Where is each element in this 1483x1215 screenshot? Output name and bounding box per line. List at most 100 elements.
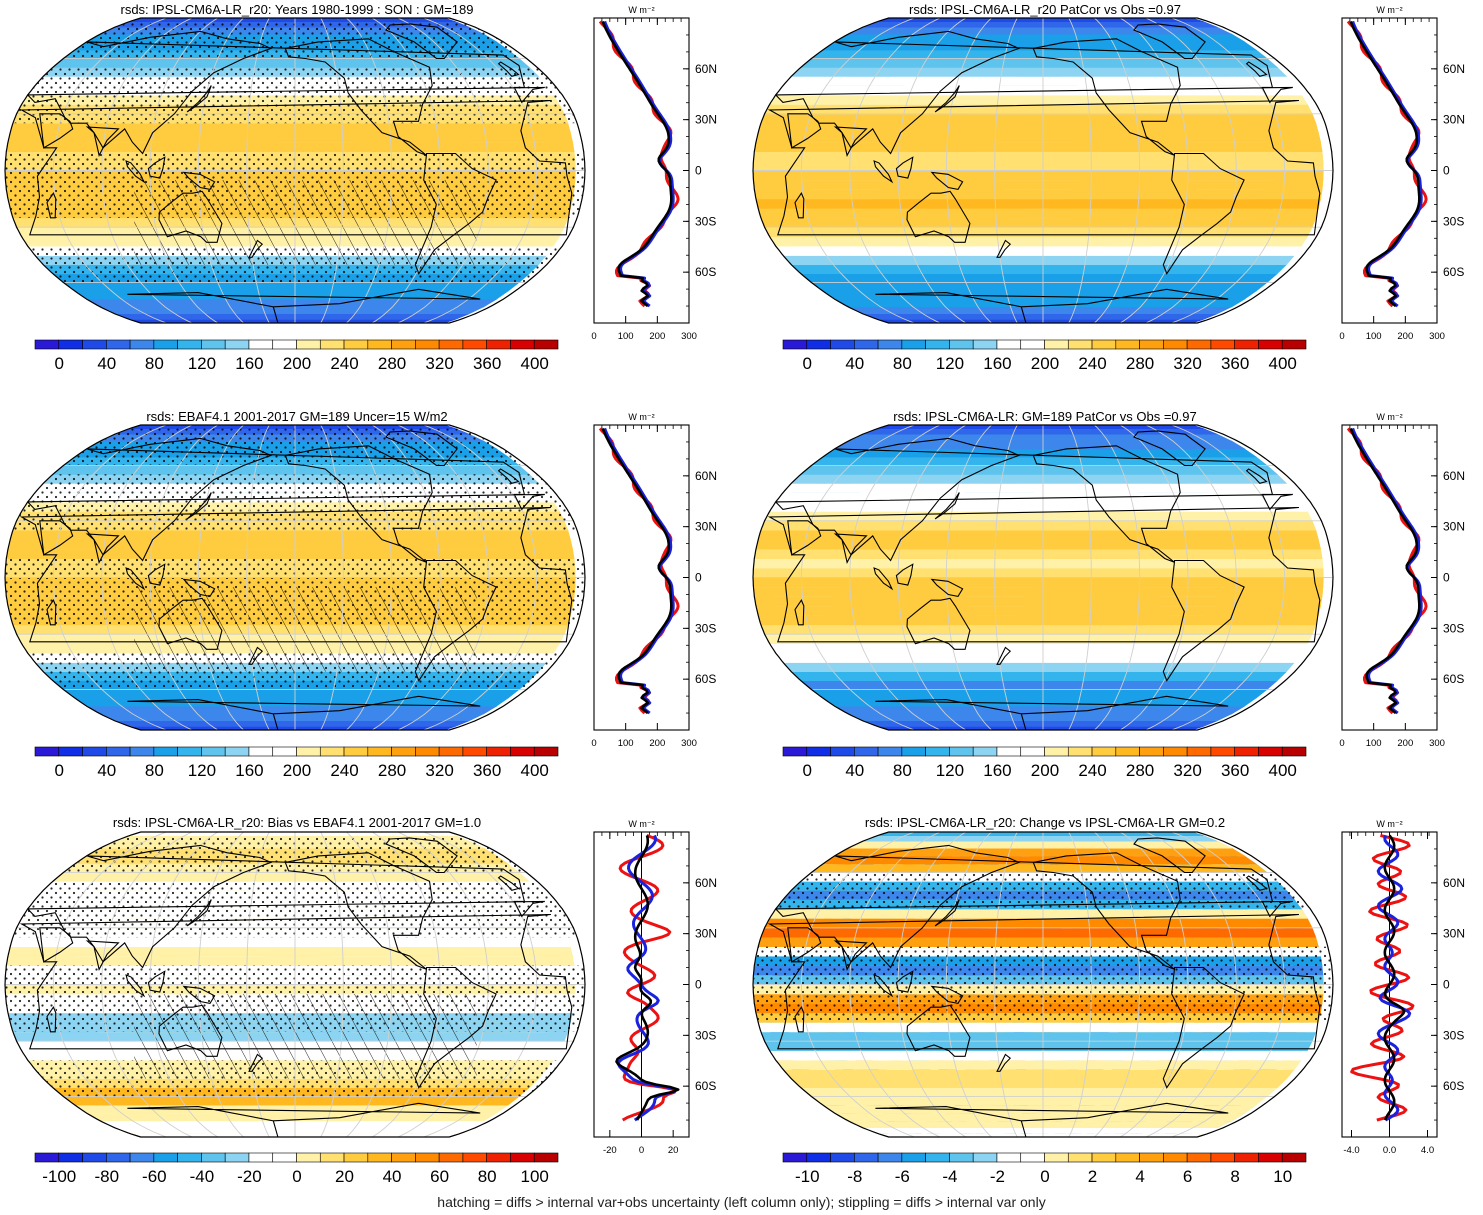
panel-sim-patcor: rsds: IPSL-CM6A-LR_r20 PatCor vs Obs =0.… xyxy=(752,2,1465,373)
colorbar-swatch xyxy=(1020,339,1045,350)
field-cell xyxy=(821,290,1257,300)
x-tick-label: 0 xyxy=(591,331,596,342)
colorbar-swatch xyxy=(34,339,60,350)
colorbar-swatch xyxy=(1163,339,1188,350)
lat-tick-label: 30N xyxy=(1443,113,1465,127)
colorbar-swatch xyxy=(1258,339,1283,350)
lat-tick-label: 30S xyxy=(695,214,716,228)
field-cell xyxy=(62,689,520,699)
panel-obs-climatology: rsds: EBAF4.1 2001-2017 GM=189 Uncer=15 … xyxy=(4,409,717,780)
colorbar-swatch xyxy=(343,339,369,350)
colorbar-label: 320 xyxy=(1173,354,1201,373)
colorbar-swatch xyxy=(782,339,808,350)
colorbar-swatch xyxy=(996,339,1022,350)
field-cell xyxy=(7,132,573,143)
colorbar-swatch xyxy=(58,339,83,350)
field-cell xyxy=(99,713,484,722)
field-cell xyxy=(52,58,530,68)
colorbar-swatch xyxy=(177,339,202,350)
colorbar-label: 320 xyxy=(425,354,453,373)
colorbar-swatch xyxy=(296,339,321,350)
robinson-map xyxy=(4,424,586,731)
colorbar-swatch xyxy=(1044,339,1069,350)
colorbar-swatch xyxy=(1139,339,1164,350)
field-cell xyxy=(753,151,1324,162)
x-tick-label: 200 xyxy=(649,331,665,342)
panel-title: rsds: EBAF4.1 2001-2017 GM=189 Uncer=15 … xyxy=(146,409,447,424)
field-cell xyxy=(847,306,1232,315)
colorbar-swatch xyxy=(106,339,131,350)
field-cell xyxy=(790,264,1288,275)
x-tick-label: 0 xyxy=(1339,331,1344,342)
units-label: W m⁻² xyxy=(1376,5,1402,15)
field-cell xyxy=(73,697,509,707)
colorbar-label: 240 xyxy=(330,354,358,373)
colorbar-label: 160 xyxy=(983,354,1011,373)
colorbar-swatch xyxy=(877,339,903,350)
colorbar-swatch xyxy=(1186,339,1212,350)
lat-tick-label: 60S xyxy=(695,265,716,279)
colorbar-swatch xyxy=(319,339,345,350)
field-cell xyxy=(753,141,1323,152)
colorbar-label: 0 xyxy=(55,354,64,373)
colorbar-swatch xyxy=(272,339,297,350)
field-cell xyxy=(753,170,1324,181)
colorbar-swatch xyxy=(391,339,416,350)
colorbar-label: 120 xyxy=(936,354,964,373)
colorbar-swatch xyxy=(510,339,535,350)
field-cell xyxy=(769,236,1308,247)
robinson-map xyxy=(752,17,1334,324)
field-cell xyxy=(73,290,509,300)
panel-sim-climatology: rsds: IPSL-CM6A-LR_r20: Years 1980-1999 … xyxy=(4,2,717,373)
robinson-map xyxy=(4,17,586,324)
colorbar-swatch xyxy=(153,339,178,350)
colorbar-swatch xyxy=(1115,339,1140,350)
colorbar-swatch xyxy=(1234,339,1259,350)
field-cell xyxy=(769,94,1308,105)
colorbar-label: 40 xyxy=(97,354,116,373)
colorbar-swatch xyxy=(201,339,226,350)
colorbar-label: 40 xyxy=(845,354,864,373)
panel-title: rsds: IPSL-CM6A-LR_r20: Years 1980-1999 … xyxy=(121,2,474,17)
field-cell xyxy=(5,141,575,152)
colorbar-swatch xyxy=(1091,339,1117,350)
field-cell xyxy=(114,313,470,320)
colorbar-swatch xyxy=(224,339,250,350)
colorbar-swatch xyxy=(806,339,831,350)
field-cell xyxy=(760,113,1317,124)
colorbar-label: 0 xyxy=(803,354,812,373)
colorbar-swatch xyxy=(533,339,559,350)
x-tick-label: 100 xyxy=(1366,331,1382,342)
x-tick-label: 100 xyxy=(618,331,634,342)
colorbar-swatch xyxy=(248,339,274,350)
colorbar-label: 360 xyxy=(1221,354,1249,373)
x-tick-label: 200 xyxy=(1397,331,1413,342)
colorbar-swatch xyxy=(1281,339,1307,350)
colorbar-swatch xyxy=(972,339,998,350)
lat-tick-label: 60S xyxy=(1443,265,1464,279)
field-cell xyxy=(760,217,1317,228)
lat-tick-label: 0 xyxy=(1443,164,1450,178)
field-cell xyxy=(775,245,1302,256)
colorbar-label: 240 xyxy=(1078,354,1106,373)
field-cell xyxy=(753,160,1324,171)
colorbar: 0 40 80 120 160 200 240 280 320 360 400 xyxy=(34,339,559,373)
colorbar-swatch xyxy=(415,339,440,350)
colorbar-swatch xyxy=(486,339,511,350)
field-cell xyxy=(62,282,520,292)
colorbar-label: 280 xyxy=(378,354,406,373)
field-cell xyxy=(755,132,1321,143)
colorbar-swatch xyxy=(949,339,974,350)
field-cell xyxy=(99,306,484,315)
colorbar-label: 80 xyxy=(145,354,164,373)
field-cell xyxy=(782,255,1295,265)
field-cell xyxy=(753,189,1323,200)
colorbar-label: 400 xyxy=(1269,354,1297,373)
colorbar-label: 200 xyxy=(1031,354,1059,373)
colorbar-swatch xyxy=(901,339,926,350)
colorbar-label: 80 xyxy=(893,354,912,373)
field-cell xyxy=(800,58,1278,68)
lat-tick-label: 60N xyxy=(1443,62,1465,76)
